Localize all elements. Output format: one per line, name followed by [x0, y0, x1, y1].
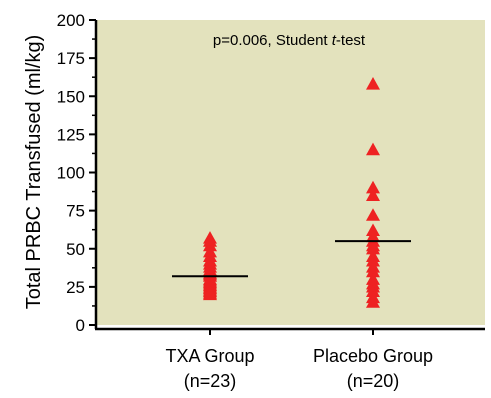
- category-labels: TXA Group (n=23) Placebo Group (n=20): [165, 346, 433, 391]
- y-ticks: 0 25 50 75 100 125 150 175 200: [57, 11, 96, 335]
- data-point: [366, 241, 380, 255]
- category-label: TXA Group: [165, 346, 254, 366]
- y-axis-label: Total PRBC Transfused (ml/kg): [23, 35, 45, 310]
- y-tick-label: 150: [57, 87, 85, 106]
- test-annotation: p=0.006, Student t-test: [213, 32, 366, 49]
- y-tick-label: 125: [57, 125, 85, 144]
- data-point: [366, 77, 380, 90]
- plot-background: [96, 20, 485, 325]
- y-tick-label: 75: [66, 202, 85, 221]
- annotation-suffix: -test: [336, 32, 366, 49]
- y-tick-label: 50: [66, 240, 85, 259]
- y-tick-label: 25: [66, 278, 85, 297]
- category-label: Placebo Group: [313, 346, 433, 366]
- y-tick-label: 100: [57, 164, 85, 183]
- data-points: [203, 77, 380, 308]
- data-point: [366, 188, 380, 201]
- y-tick-label: 175: [57, 49, 85, 68]
- data-point: [366, 295, 380, 308]
- y-tick-label: 200: [57, 11, 85, 30]
- data-point: [366, 208, 380, 221]
- data-point: [203, 287, 217, 301]
- category-count-label: (n=20): [347, 371, 400, 391]
- data-point: [366, 142, 380, 156]
- data-point: [366, 264, 380, 278]
- axes: [94, 20, 485, 335]
- annotation-italic: t: [332, 32, 337, 49]
- category-count-label: (n=23): [184, 371, 237, 391]
- y-tick-label: 0: [76, 316, 85, 335]
- data-point: [366, 180, 380, 194]
- mean-lines: [172, 240, 411, 278]
- annotation-prefix: p=0.006, Student: [213, 32, 332, 49]
